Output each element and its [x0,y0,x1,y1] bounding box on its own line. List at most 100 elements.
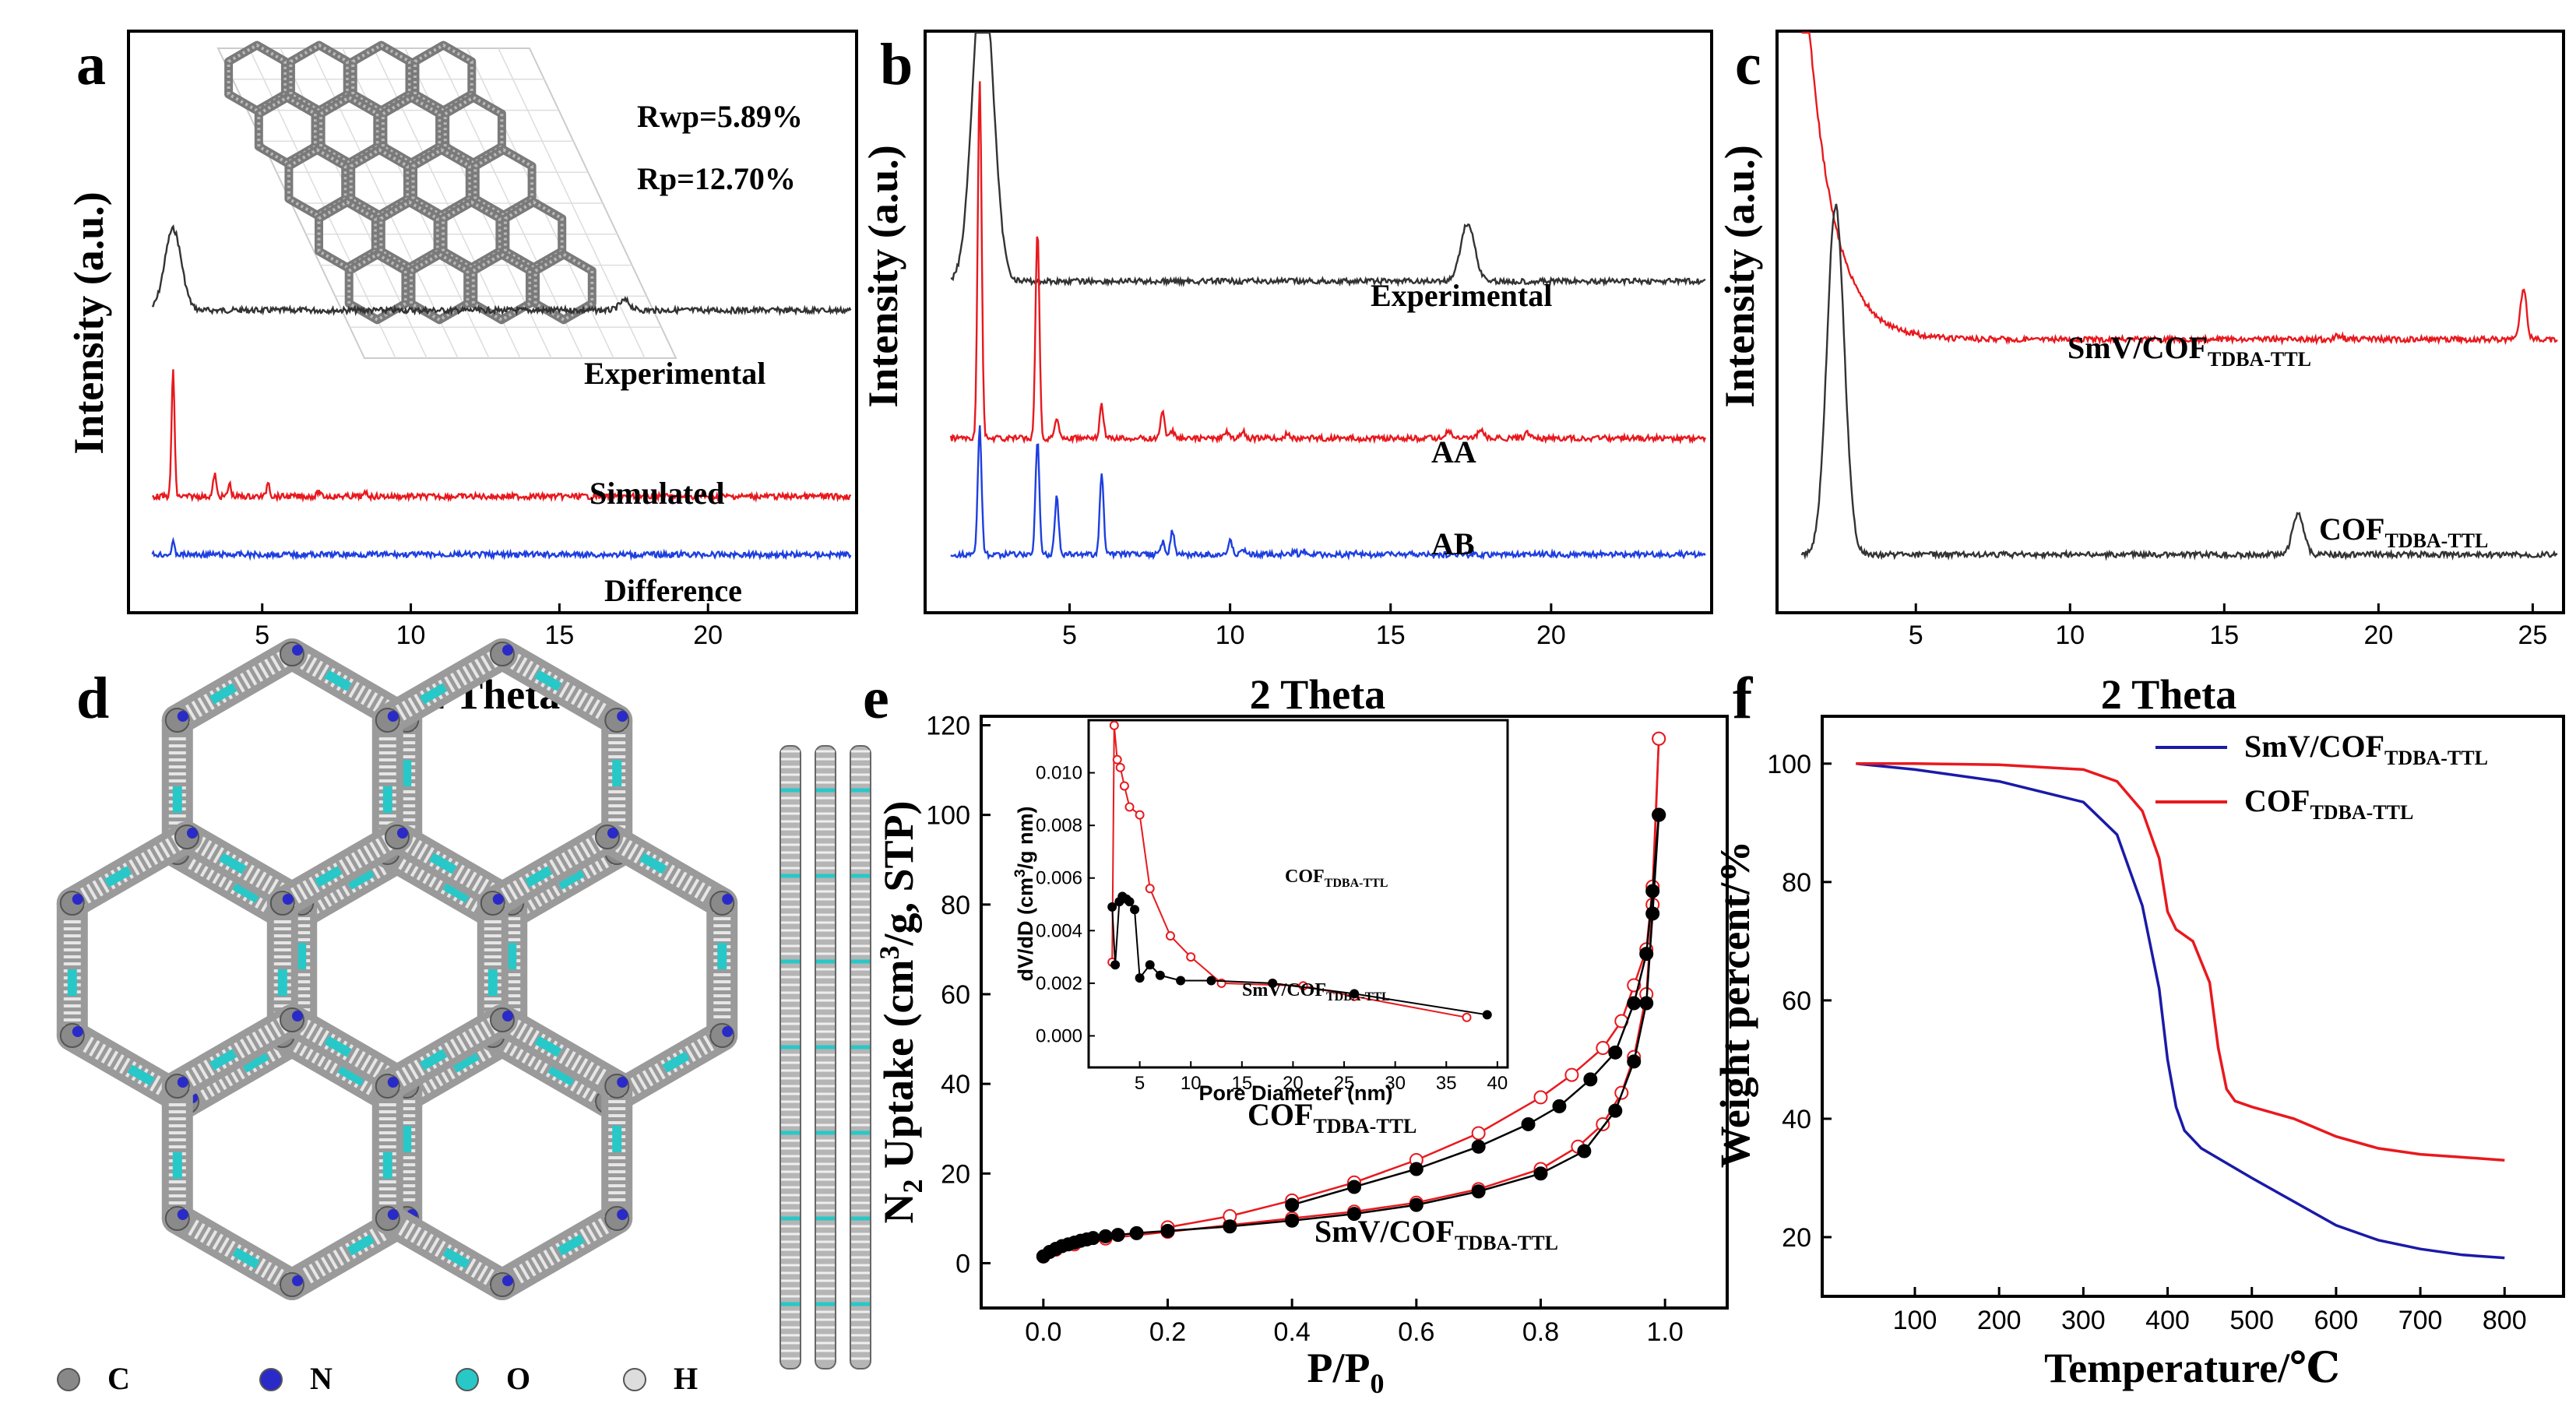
point-e-inset-1 [1124,897,1135,907]
point-e-3 [1285,1197,1300,1212]
ytick-label-f: 60 [1782,986,1811,1016]
oxygen-atoms [241,1051,270,1073]
point-e-2 [1285,1213,1300,1228]
point-e-3 [1409,1162,1423,1176]
xtick-label-f: 200 [1977,1306,2022,1335]
panel-e: e 0.0 0.2 0.4 0.6 0.8 1.0 0 20 40 60 80 100 120 COFT… [863,666,1729,1399]
inset-hexagon [531,250,596,325]
nitrogen-atom [387,1209,399,1220]
oxygen-atoms [232,1247,260,1269]
oxygen-atoms [639,853,667,874]
nitrogen-atom [607,828,618,839]
series-f-0 [1856,762,2505,1260]
oxygen-atoms [534,1036,562,1057]
point-e-2 [1577,1144,1592,1159]
ytick-label-e: 100 [926,801,970,831]
oxygen-atoms [324,670,352,691]
panel-c: c SmV/COFTDBA-TTL COFTDBA-TTL 5 10 15 20 25 … [1716,30,2565,718]
xtick-label-c: 25 [2518,621,2547,650]
point-e-1 [1471,1126,1486,1141]
xtick-label-b: 15 [1376,621,1406,650]
inset-label-cof: COFTDBA-TTL [1285,867,1388,890]
nitrogen-atom [292,1011,303,1021]
ytick-label-f: 40 [1782,1105,1811,1134]
panel-label-b: b [880,32,913,97]
rp-label: Rp=12.70% [637,161,796,196]
point-e-3 [1608,1045,1623,1060]
point-e-2 [1471,1184,1486,1199]
point-e-inset-1 [1155,970,1165,980]
inset-gridline [498,47,646,359]
xtick-label-c: 10 [2055,621,2085,650]
nitrogen-atom [617,711,628,722]
point-e-3 [1583,1072,1598,1087]
series-a-0 [151,224,852,317]
panel-f: f 100 200 300 400 500 600 700 800 20 40 60 80 100 Sm… [1712,666,2565,1391]
series-f-1 [1856,762,2505,1162]
xlabel-f: Temperature/℃ [2044,1345,2340,1391]
xlabel-b: 2 Theta [1250,671,1386,718]
nitrogen-atom [72,894,83,905]
label-smv-cof-c: SmV/COFTDBA-TTL [2067,330,2311,371]
nitrogen-atom [387,1077,399,1088]
point-e-inset-0 [1115,762,1125,772]
xtick-label-e-inset: 5 [1135,1073,1145,1094]
inset-hexagon [469,250,534,325]
xtick-label-a: 20 [693,621,723,650]
xtick-label-e: 0.4 [1274,1317,1311,1347]
xtick-label-f: 400 [2145,1306,2190,1335]
nitrogen-atom [187,828,198,839]
legend-atom-h [623,1368,646,1391]
xlabel-c: 2 Theta [2101,671,2237,718]
legend-cof: COFTDBA-TTL [2244,783,2413,824]
cof-framework-model [56,638,738,1300]
pore-size-inset [1087,719,1509,1069]
point-e-3 [1521,1116,1536,1131]
legend-atom-label: O [506,1361,530,1396]
point-e-inset-1 [1107,902,1117,912]
series-b-0 [950,31,1706,288]
point-e-inset-1 [1145,960,1155,970]
point-e-inset-0 [1186,952,1196,962]
oxygen-atoms [524,866,553,888]
nitrogen-atom [397,828,408,839]
point-e-1 [1596,1041,1610,1056]
legend-atom-label: N [310,1361,333,1396]
oxygen-atoms [337,1064,365,1086]
ytick-label-e-inset: 0.010 [1036,763,1082,784]
oxygen-atoms [232,881,260,903]
series-b-1 [949,81,1706,445]
point-e-inset-1 [1482,1010,1492,1020]
xtick-label-a: 10 [396,621,426,650]
nitrogen-atom [72,1026,83,1037]
ytick-label-e-inset: 0.000 [1036,1025,1082,1046]
point-e-inset-0 [1165,931,1175,941]
panel-b: b Experimental AA AB 5 10 15 20 Intensity (… [860,30,1713,718]
legend-atom-c [57,1368,80,1391]
inset-xlabel: Pore Diameter (nm) [1198,1081,1392,1105]
point-e-2 [1086,1231,1100,1246]
ylabel-e: N2 Uptake (cm3/g, STP) [874,801,928,1224]
series-a-2 [151,536,852,561]
ylabel-b: Intensity (a.u.) [860,145,906,408]
panel-a: a Rwp=5.89% Rp=12.70% Experimental Simul… [65,30,858,718]
nitrogen-atom [617,1209,628,1220]
oxygen-atoms [557,1234,586,1256]
oxygen-atoms [547,1064,575,1086]
nitrogen-atom [177,1077,188,1088]
point-e-2 [1533,1166,1548,1181]
point-e-inset-0 [1135,810,1145,820]
oxygen-atoms [209,1049,238,1071]
plot-area-a [127,30,858,614]
point-e-3 [1627,996,1642,1011]
xtick-label-e-inset: 10 [1181,1073,1202,1094]
point-e-inset-1 [1135,973,1145,983]
ytick-label-e-inset: 0.006 [1036,868,1082,889]
point-e-inset-1 [1268,978,1278,988]
oxygen-atoms [347,868,375,890]
xtick-label-b: 20 [1536,621,1566,650]
nitrogen-atom [177,1209,188,1220]
plot-area-e [980,715,1729,1310]
